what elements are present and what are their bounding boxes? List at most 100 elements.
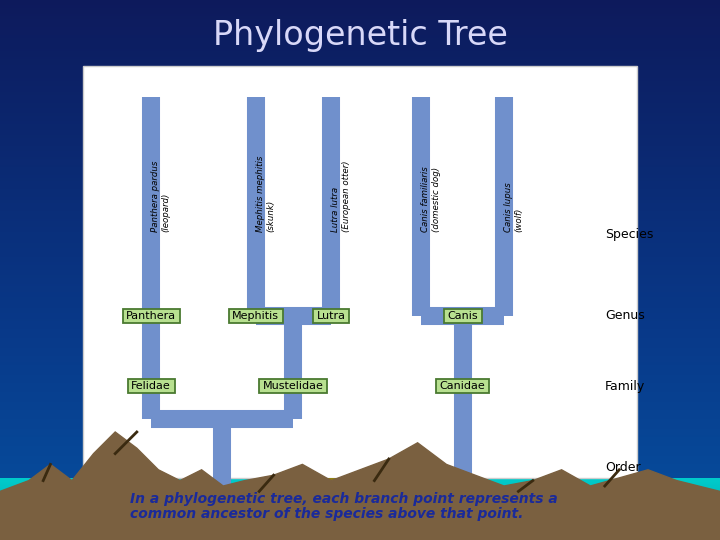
Bar	[0, 286, 720, 289]
Bar	[0, 489, 720, 490]
Bar	[0, 329, 720, 332]
Bar	[0, 383, 720, 386]
Bar	[0, 503, 720, 504]
Bar	[0, 505, 720, 507]
Bar	[0, 351, 720, 354]
Bar	[0, 57, 720, 59]
Bar	[0, 305, 720, 308]
Bar	[0, 519, 720, 520]
Bar	[0, 16, 720, 19]
Bar	[0, 219, 720, 221]
Bar	[0, 381, 720, 383]
Bar	[0, 146, 720, 148]
Text: Canidae: Canidae	[440, 381, 485, 391]
Bar	[0, 59, 720, 62]
Bar	[0, 159, 720, 162]
Bar	[0, 113, 720, 116]
Bar	[0, 119, 720, 122]
Bar	[0, 24, 720, 27]
FancyBboxPatch shape	[228, 309, 283, 323]
Bar	[0, 481, 720, 483]
Bar	[0, 373, 720, 375]
Bar	[0, 186, 720, 189]
FancyBboxPatch shape	[127, 379, 175, 393]
Bar	[0, 194, 720, 197]
Bar	[0, 348, 720, 351]
Bar	[0, 440, 720, 443]
Bar	[0, 313, 720, 316]
Bar	[0, 235, 720, 238]
Bar	[0, 308, 720, 310]
Bar	[0, 297, 720, 300]
Bar	[0, 246, 720, 248]
Bar	[0, 116, 720, 119]
Bar	[0, 49, 720, 51]
Bar	[0, 424, 720, 427]
Bar	[0, 536, 720, 537]
Bar	[0, 200, 720, 202]
Bar	[0, 405, 720, 408]
Bar	[0, 54, 720, 57]
Bar	[0, 485, 720, 487]
Bar	[0, 0, 720, 3]
Bar	[0, 140, 720, 143]
Bar	[0, 262, 720, 265]
Bar	[0, 459, 720, 462]
Bar	[0, 513, 720, 516]
FancyBboxPatch shape	[122, 309, 180, 323]
Bar	[0, 327, 720, 329]
Text: Mustelidae: Mustelidae	[263, 381, 324, 391]
Bar	[0, 362, 720, 364]
Bar	[0, 467, 720, 470]
Bar	[0, 32, 720, 35]
Bar	[0, 462, 720, 464]
Text: Felidae: Felidae	[131, 381, 171, 391]
Bar	[0, 429, 720, 432]
Bar	[0, 76, 720, 78]
Bar	[0, 127, 720, 130]
Bar	[0, 521, 720, 524]
Bar	[0, 46, 720, 49]
Bar	[0, 273, 720, 275]
Bar	[0, 105, 720, 108]
Bar	[0, 332, 720, 335]
Bar	[0, 138, 720, 140]
Bar	[0, 162, 720, 165]
Bar	[0, 62, 720, 65]
Bar	[0, 493, 720, 494]
Bar	[0, 224, 720, 227]
Bar	[0, 518, 720, 519]
Bar	[0, 70, 720, 73]
Text: Lutra lutra
(European otter): Lutra lutra (European otter)	[331, 161, 351, 232]
Bar	[0, 535, 720, 537]
Bar	[0, 432, 720, 435]
Bar	[0, 416, 720, 418]
Bar	[0, 27, 720, 30]
FancyBboxPatch shape	[444, 309, 482, 323]
Bar	[0, 488, 720, 489]
Bar	[0, 135, 720, 138]
Bar	[0, 38, 720, 40]
Bar	[0, 30, 720, 32]
Bar	[0, 292, 720, 294]
Text: In a phylogenetic tree, each branch point represents a: In a phylogenetic tree, each branch poin…	[130, 492, 557, 507]
Bar	[0, 507, 720, 508]
Text: Canis lupus
(wolf): Canis lupus (wolf)	[504, 183, 523, 232]
Bar	[0, 514, 720, 515]
Bar	[0, 448, 720, 451]
Bar	[0, 265, 720, 267]
Bar	[0, 356, 720, 359]
Bar	[0, 35, 720, 38]
Bar	[0, 511, 720, 512]
Bar	[0, 394, 720, 397]
Bar	[0, 300, 720, 302]
Bar	[0, 170, 720, 173]
Bar	[0, 5, 720, 8]
Text: Family: Family	[605, 380, 645, 393]
Bar	[0, 68, 720, 70]
Bar	[0, 410, 720, 413]
Bar	[0, 524, 720, 526]
Bar	[0, 531, 720, 532]
Text: Species: Species	[605, 228, 653, 241]
Bar	[0, 529, 720, 530]
